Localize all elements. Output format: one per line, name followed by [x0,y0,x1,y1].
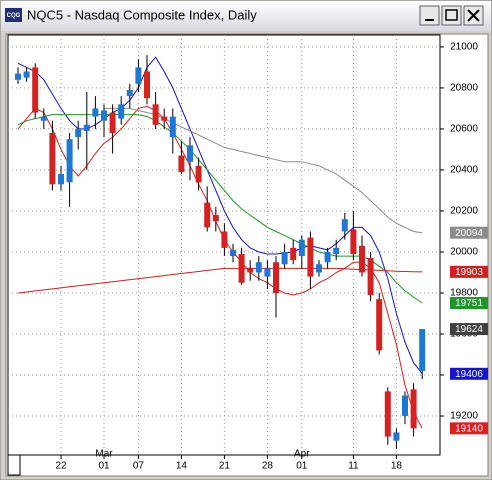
x-tick-label: 18 [391,461,403,472]
candle-body [195,165,202,183]
candle-body [376,299,383,351]
window-buttons [419,5,484,26]
x-tick-label: 11 [348,461,359,472]
candle-body [75,128,82,138]
app-icon [5,8,22,22]
candle-body [333,247,340,255]
candle-body [118,104,125,119]
y-tick-label: 20400 [450,165,478,176]
candle-body [178,155,185,172]
candle-body [247,268,254,273]
maximize-button[interactable] [441,5,462,26]
candle-body [221,231,228,248]
candle-body [161,116,168,121]
price-box-label: 19406 [455,369,483,380]
candle-body [238,254,245,283]
candle-body [281,251,288,265]
candle-body [350,229,357,255]
y-tick-label: 21000 [450,42,478,53]
y-tick-label: 19200 [450,411,478,422]
candle-body [410,389,417,429]
candle-body [169,116,176,138]
candle-body [290,247,297,261]
candle-body [316,264,322,273]
candle-body [384,391,391,437]
candle-body [49,133,56,185]
x-tick-label: 14 [176,461,188,472]
candle-body [58,174,64,185]
candle-body [15,73,21,80]
candle-body [230,249,236,257]
candle-body [324,251,331,263]
x-tick-label: 21 [219,461,231,472]
candle-body [212,215,219,222]
candle-body [144,71,150,99]
candle-body [298,239,305,257]
price-box-label: 20094 [455,228,483,239]
indicator-line [17,114,423,304]
price-box-label: 19624 [455,324,483,335]
price-box [450,422,488,435]
price-box-label: 19751 [455,298,483,309]
candle-body [126,89,133,97]
candle-body [152,104,159,125]
candle-body [204,202,211,228]
maximize-icon [445,9,458,21]
y-tick-label: 20200 [450,206,478,217]
minimize-button[interactable] [419,5,440,26]
candle-body [393,432,400,441]
price-box-label: 19903 [455,267,483,278]
candle-body [135,67,142,84]
x-tick-label: 01 [296,461,308,472]
y-tick-label: 19800 [450,288,478,299]
candle-body [273,262,279,293]
candle-body [341,219,348,232]
indicator-line [17,105,423,429]
indicator-line [17,267,423,294]
candle-body [92,108,99,117]
price-box [450,367,488,380]
corner-box [7,454,21,476]
month-label: Apr [294,449,310,460]
candle-body [419,329,426,371]
chart-title: NQC5 - Nasdaq Composite Index, Daily [27,7,257,22]
price-box-label: 19140 [455,423,483,434]
candle-body [264,268,271,277]
candle-body [101,110,107,121]
close-icon [467,9,480,22]
candle-body [66,139,73,183]
candle-body [40,116,47,121]
candle-body [307,237,314,277]
candle-body [359,245,365,273]
title-bar [1,1,491,31]
price-box [450,265,488,278]
y-tick-label: 20600 [450,124,478,135]
candle-body [187,145,193,162]
candle-body [367,258,374,296]
candle-body [402,395,408,417]
y-tick-label: 20000 [450,247,478,258]
price-box [450,226,488,239]
x-tick-label: 01 [98,461,110,472]
x-tick-label: 22 [55,461,67,472]
candle-body [23,71,30,78]
month-label: Mar [95,449,113,460]
app-icon-text: CQG [7,13,21,19]
candle-body [32,67,39,113]
price-box [450,323,488,336]
x-tick-label: 07 [133,461,145,472]
y-tick-label: 20800 [450,83,478,94]
candle-body [83,124,90,131]
candle-body [109,112,116,134]
candle-body [255,262,262,273]
price-box [450,297,488,310]
x-tick-label: 28 [262,461,274,472]
